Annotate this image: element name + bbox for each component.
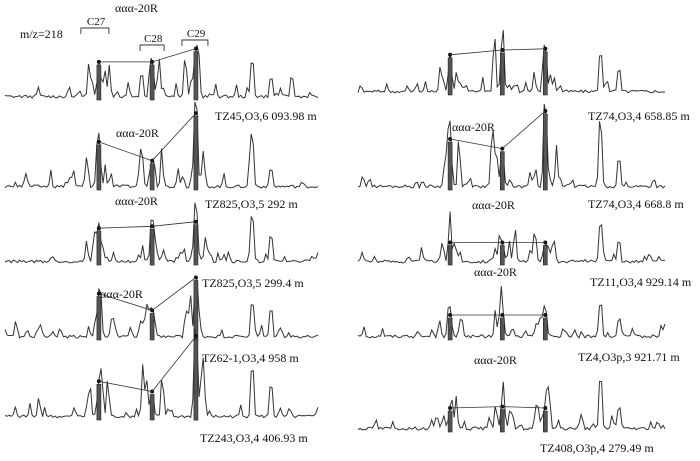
sterane-peak — [447, 141, 453, 191]
chromatogram-panel: TZ825,O3,5 299.4 m ααα-20R — [4, 194, 319, 290]
sterane-peak — [96, 230, 102, 266]
chromatogram-panel: TZ74,O3,4 668.8 m ααα-20R — [357, 103, 684, 211]
sample-label: TZ11,O3,4 929.14 m — [590, 275, 692, 289]
chromatogram-trace — [357, 103, 666, 190]
chromatogram-trace — [357, 30, 666, 94]
sterane-peak — [149, 64, 155, 101]
sterane-peak — [542, 317, 548, 341]
sterane-peak — [96, 64, 102, 101]
sterane-peak — [499, 409, 505, 433]
sample-label: TZ825,O3,5 292 m — [205, 197, 298, 211]
sterane-peak — [447, 245, 453, 266]
sterane-peak — [149, 163, 155, 191]
ααα-20r-annotation: ααα-20R — [472, 198, 515, 212]
sample-label: TZ825,O3,5 299.4 m — [202, 276, 304, 290]
chromatogram-trace — [4, 328, 319, 419]
sample-label: TZ74,O3,4 658.85 m — [588, 109, 690, 123]
trend-line — [98, 221, 196, 229]
chromatogram-trace — [4, 279, 319, 339]
chromatogram-trace — [4, 202, 319, 264]
sterane-peak — [542, 245, 548, 266]
sterane-peak — [149, 229, 155, 266]
sterane-peak — [499, 52, 505, 96]
ααα-20r-annotation: ααα-20R — [474, 353, 517, 367]
ααα-20r-annotation: ααα-20R — [452, 120, 495, 134]
carbon-group-label: C27 — [87, 16, 106, 28]
sample-label: TZ74,O3,4 668.8 m — [588, 197, 684, 211]
sample-label: TZ408,O3p,4 279.49 m — [540, 441, 654, 455]
trend-line — [450, 406, 546, 409]
sterane-peak — [447, 317, 453, 341]
sample-label: TZ243,O3,4 406.93 m — [200, 431, 308, 445]
sterane-peak — [447, 410, 453, 433]
carbon-group-bracket — [181, 39, 209, 46]
ααα-20r-annotation: ααα-20R — [115, 194, 158, 208]
trend-line — [450, 110, 546, 150]
sterane-peak — [193, 338, 199, 421]
carbon-group-bracket — [80, 27, 110, 34]
sterane-peak — [499, 151, 505, 191]
ααα-20r-annotation: ααα-20R — [474, 265, 517, 279]
chromatogram-trace — [357, 286, 666, 340]
chromatogram-panel: TZ4,O3p,3 921.71 m ααα-20R — [357, 265, 680, 364]
carbon-group-bracket — [139, 44, 165, 51]
ααα-20r-annotation: ααα-20R — [115, 1, 158, 15]
chromatogram-trace — [357, 211, 665, 264]
chromatogram-panel: TZ62-1,O3,4 958 m ααα-20R — [4, 275, 319, 365]
sample-label: TZ45,O3,6 093.98 m — [215, 109, 317, 123]
sterane-peak — [542, 410, 548, 433]
trend-line — [450, 48, 546, 56]
chromatogram-panel: TZ45,O3,6 093.98 m ααα-20R — [4, 1, 319, 123]
sample-label: TZ62-1,O3,4 958 m — [202, 351, 299, 365]
chromatogram-panel: TZ74,O3,4 658.85 m — [357, 30, 690, 123]
sterane-peak — [193, 51, 199, 101]
chromatogram-panel: TZ11,O3,4 929.14 m ααα-20R — [357, 198, 692, 289]
trend-line — [98, 336, 197, 392]
chromatogram-panel: TZ408,O3p,4 279.49 m ααα-20R — [357, 353, 666, 455]
trend-line — [98, 277, 197, 311]
sterane-peak — [499, 245, 505, 266]
sterane-peak — [542, 51, 548, 96]
trend-line — [98, 112, 197, 162]
sterane-peak — [96, 296, 102, 341]
ααα-20r-annotation: ααα-20R — [100, 287, 143, 301]
carbon-group-label: C29 — [187, 28, 206, 40]
sample-label: TZ4,O3p,3 921.71 m — [578, 350, 680, 364]
chromatogram-trace — [357, 380, 666, 431]
ααα-20r-annotation: ααα-20R — [116, 126, 159, 140]
sterane-peak — [447, 57, 453, 96]
sterane-peak — [542, 113, 548, 191]
mz-label: m/z=218 — [20, 27, 63, 41]
chromatogram-trace — [4, 101, 319, 189]
trend-line — [98, 48, 197, 63]
sterane-peak — [96, 383, 102, 421]
sterane-peak — [149, 394, 155, 421]
carbon-group-labels: C27 C28 C29 — [80, 16, 209, 51]
chromatogram-panel: TZ825,O3,5 292 m ααα-20R — [4, 101, 319, 211]
sterane-peak — [149, 313, 155, 341]
sterane-peak — [499, 317, 505, 341]
chromatogram-panel: TZ243,O3,4 406.93 m — [4, 328, 319, 445]
chromatogram-trace — [4, 44, 319, 99]
sterane-peak — [96, 144, 102, 191]
sterane-peak — [193, 115, 199, 191]
carbon-group-label: C28 — [144, 33, 163, 45]
sterane-peak — [193, 224, 199, 266]
